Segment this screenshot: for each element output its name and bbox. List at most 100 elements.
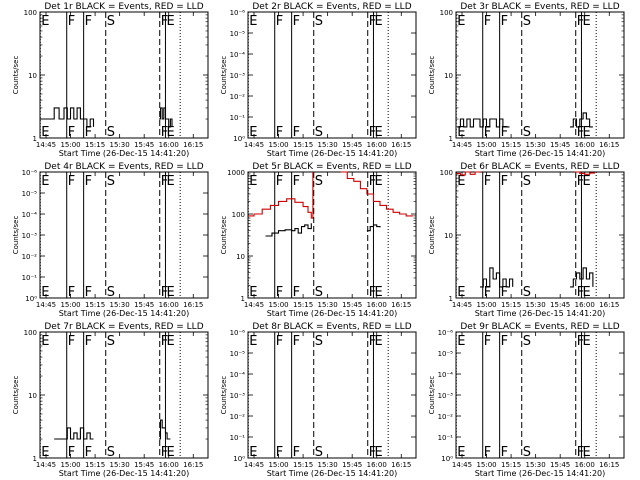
x-tick-label: 15:45 (134, 301, 154, 309)
event-marker-label: F (369, 285, 376, 300)
y-tick-label: 10⁻⁴ (230, 51, 246, 59)
y-tick-label: 10⁻² (438, 413, 454, 421)
event-marker-label: E (374, 174, 382, 189)
plot-frame (247, 11, 417, 139)
event-marker-label: E (249, 125, 257, 140)
event-marker-label: E (166, 445, 174, 460)
event-marker-label: F (68, 125, 75, 140)
x-tick-label: 15:15 (501, 301, 521, 309)
y-axis-label: Counts/sec (428, 56, 436, 95)
y-tick-label: 10⁻³ (438, 392, 454, 400)
plot-frame (247, 331, 417, 459)
y-axis-label: Counts/sec (428, 376, 436, 415)
event-marker-label: E (374, 334, 382, 349)
event-marker-label: E (166, 174, 174, 189)
lld-trace (456, 171, 481, 176)
x-tick-label: 15:45 (342, 301, 362, 309)
y-tick-label: 10⁻⁴ (230, 371, 246, 379)
x-axis-label: Start Time (26-Dec-15 14:41:20) (475, 309, 606, 318)
y-tick-label: 10⁻⁴ (438, 371, 454, 379)
x-tick-label: 16:15 (599, 301, 619, 309)
y-tick-label: 10⁻¹ (438, 434, 454, 442)
event-marker-label: F (68, 174, 75, 189)
event-marker-label: F (501, 285, 508, 300)
x-tick-label: 15:45 (550, 301, 570, 309)
y-axis-label: Counts/sec (220, 216, 228, 255)
event-marker-label: E (457, 125, 465, 140)
event-marker-label: E (166, 334, 174, 349)
event-marker-label: E (457, 285, 465, 300)
event-marker-label: E (166, 285, 174, 300)
event-marker-label: E (582, 445, 590, 460)
y-tick-label: 10⁻⁶ (230, 329, 246, 337)
x-tick-label: 15:00 (60, 141, 80, 149)
event-marker-label: E (374, 14, 382, 29)
x-tick-label: 15:15 (501, 461, 521, 469)
y-tick-label: 10⁻³ (230, 392, 246, 400)
event-marker-label: F (484, 285, 491, 300)
events-trace (265, 223, 312, 237)
y-tick-label: 100 (440, 169, 453, 177)
x-axis-label: Start Time (26-Dec-15 14:41:20) (267, 309, 398, 318)
x-tick-label: 15:30 (318, 141, 338, 149)
y-tick-label: 1 (241, 295, 245, 303)
event-marker-label: F (85, 285, 92, 300)
panel-2: Det 2r BLACK = Events, RED = LLD 14:45 15:… (220, 2, 417, 158)
event-marker-label: E (582, 174, 590, 189)
x-tick-label: 15:00 (60, 461, 80, 469)
event-marker-label: F (85, 125, 92, 140)
panel-1: Det 1r BLACK = Events, RED = LLD 14:45 15:… (12, 2, 209, 158)
event-marker-label: S (315, 174, 323, 189)
event-marker-label: F (161, 125, 168, 140)
event-marker-label: F (161, 334, 168, 349)
event-marker-label: S (523, 174, 531, 189)
event-marker-label: S (315, 334, 323, 349)
y-tick-label: 10⁻³ (230, 72, 246, 80)
event-marker-label: E (41, 445, 49, 460)
y-tick-label: 10 (444, 232, 453, 240)
x-tick-label: 15:45 (342, 141, 362, 149)
event-marker-label: F (68, 285, 75, 300)
x-axis-label: Start Time (26-Dec-15 14:41:20) (59, 469, 190, 478)
x-axis-label: Start Time (26-Dec-15 14:41:20) (59, 309, 190, 318)
event-marker-label: F (293, 174, 300, 189)
x-tick-label: 16:00 (367, 141, 387, 149)
event-marker-label: F (293, 14, 300, 29)
x-tick-label: 15:30 (526, 461, 546, 469)
event-marker-label: E (582, 125, 590, 140)
event-marker-label: S (107, 174, 115, 189)
x-tick-label: 14:45 (452, 301, 472, 309)
y-tick-label: 10⁰ (233, 135, 245, 143)
x-tick-label: 16:00 (159, 301, 179, 309)
event-marker-label: F (577, 334, 584, 349)
x-tick-label: 16:15 (391, 141, 411, 149)
x-tick-label: 16:15 (599, 461, 619, 469)
y-axis-label: Counts/sec (12, 216, 20, 255)
x-tick-label: 15:30 (110, 461, 130, 469)
event-marker-label: F (85, 14, 92, 29)
x-tick-label: 15:15 (85, 141, 105, 149)
event-marker-label: E (249, 174, 257, 189)
event-marker-label: E (249, 334, 257, 349)
y-tick-label: 10 (236, 253, 245, 261)
y-tick-label: 1 (449, 295, 453, 303)
y-axis-label: Counts/sec (220, 376, 228, 415)
x-tick-label: 14:45 (244, 141, 264, 149)
x-tick-label: 14:45 (244, 461, 264, 469)
x-tick-label: 14:45 (36, 141, 56, 149)
x-tick-label: 15:00 (268, 141, 288, 149)
event-marker-label: S (107, 445, 115, 460)
event-marker-label: F (85, 174, 92, 189)
plot-frame (455, 11, 625, 139)
x-tick-label: 14:45 (244, 301, 264, 309)
event-marker-label: F (369, 334, 376, 349)
event-marker-label: E (457, 445, 465, 460)
event-marker-label: F (68, 14, 75, 29)
x-tick-label: 16:00 (159, 461, 179, 469)
event-marker-label: F (501, 174, 508, 189)
event-marker-label: E (582, 334, 590, 349)
x-tick-label: 16:00 (575, 301, 595, 309)
y-tick-label: 10 (28, 392, 37, 400)
event-marker-label: S (523, 285, 531, 300)
events-trace (457, 118, 510, 128)
